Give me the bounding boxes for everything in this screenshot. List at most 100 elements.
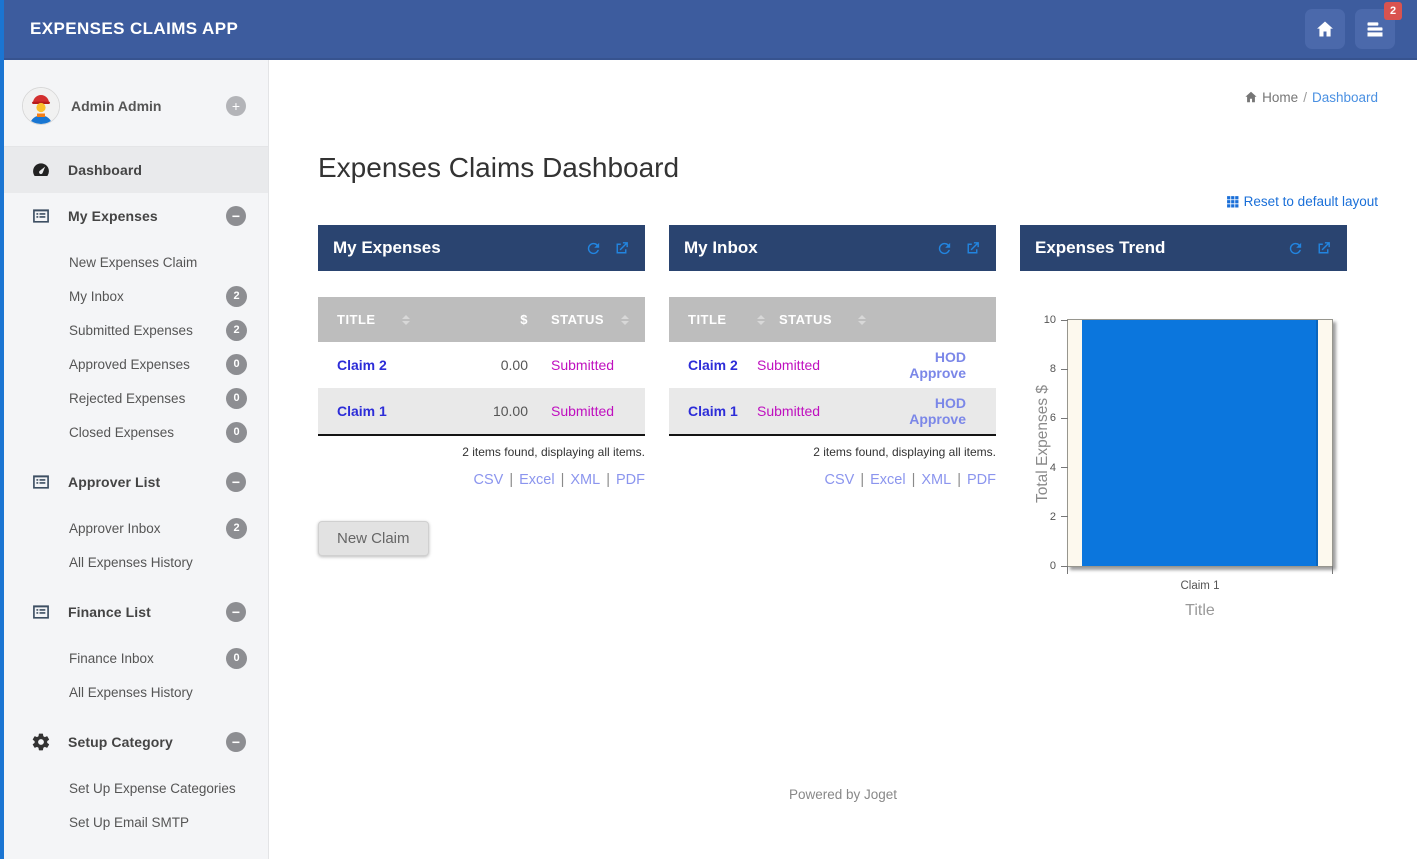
claim-action-link[interactable]: HOD Approve (909, 349, 966, 381)
claim-status: Submitted (551, 357, 615, 373)
home-button[interactable] (1305, 9, 1345, 49)
claim-title-link[interactable]: Claim 1 (337, 403, 387, 419)
sidebar-item-label: Closed Expenses (69, 424, 175, 440)
top-navbar: EXPENSES CLAIMS APP 2 (4, 0, 1417, 60)
table-row: Claim 2 Submitted HOD Approve (669, 342, 996, 388)
sidebar-item-approved-expenses[interactable]: Approved Expenses 0 (4, 347, 268, 381)
open-in-new-icon[interactable] (613, 240, 630, 257)
sidebar-item-closed-expenses[interactable]: Closed Expenses 0 (4, 415, 268, 449)
expenses-trend-chart: Total Expenses $ 0 2 4 6 8 10 Claim 1 Title (1020, 314, 1347, 629)
minus-icon: − (231, 604, 241, 620)
refresh-icon[interactable] (585, 240, 602, 257)
count-badge: 2 (226, 285, 247, 307)
open-in-new-icon[interactable] (964, 240, 981, 257)
refresh-icon[interactable] (1287, 240, 1304, 257)
column-header-title[interactable]: TITLE (318, 312, 470, 327)
breadcrumb-current[interactable]: Dashboard (1311, 90, 1378, 105)
count-badge: 0 (226, 387, 247, 409)
export-csv-link[interactable]: CSV (824, 472, 855, 488)
export-xml-link[interactable]: XML (921, 472, 952, 488)
panel-expenses-trend: Expenses Trend Total Expenses $ 0 2 4 6 8 10 … (1020, 225, 1347, 629)
sidebar-item-label: Dashboard (68, 162, 143, 178)
panel-header: My Expenses (318, 225, 645, 271)
export-pdf-link[interactable]: PDF (967, 472, 996, 488)
powered-by-footer: Powered by Joget (788, 787, 898, 802)
column-header-status[interactable]: STATUS (757, 312, 875, 327)
sidebar-group-finance-list[interactable]: Finance List − (4, 589, 268, 635)
table-header-row: TITLE STATUS (669, 297, 996, 342)
sidebar-item-all-expenses-history-finance[interactable]: All Expenses History (4, 675, 268, 709)
sidebar-item-set-up-email-smtp[interactable]: Set Up Email SMTP (4, 805, 268, 839)
breadcrumb: Home / Dashboard (318, 90, 1378, 105)
claim-title-link[interactable]: Claim 1 (688, 403, 738, 419)
collapse-toggle[interactable]: − (226, 732, 246, 752)
panel-my-expenses: My Expenses TITLE $ STATUS (318, 225, 645, 556)
collapse-toggle[interactable]: − (226, 602, 246, 622)
export-links: CSV | Excel | XML | PDF (669, 472, 996, 488)
user-name: Admin Admin (71, 98, 162, 114)
sidebar-group-setup-category[interactable]: Setup Category − (4, 719, 268, 765)
new-claim-button[interactable]: New Claim (318, 521, 429, 556)
claim-amount: 10.00 (492, 403, 528, 419)
plot-area: 0 2 4 6 8 10 (1044, 314, 1333, 574)
sidebar-item-label: Approved Expenses (69, 356, 190, 372)
collapse-toggle[interactable]: − (226, 206, 246, 226)
sidebar-group-approver-list[interactable]: Approver List − (4, 459, 268, 505)
x-axis-label: Title (1185, 602, 1215, 619)
sidebar-item-new-expenses-claim[interactable]: New Expenses Claim (4, 245, 268, 279)
plus-icon: + (231, 98, 241, 114)
column-header-amount[interactable]: $ (520, 312, 528, 327)
export-links: CSV | Excel | XML | PDF (318, 472, 645, 488)
sidebar-item-label: My Inbox (69, 288, 124, 304)
list-alt-icon (31, 602, 51, 622)
profile-expand-toggle[interactable]: + (226, 96, 246, 116)
user-profile: Admin Admin + (4, 60, 268, 147)
collapse-toggle[interactable]: − (226, 472, 246, 492)
column-header-title[interactable]: TITLE (688, 312, 727, 327)
navbar-actions: 2 (1305, 2, 1402, 49)
claim-title-link[interactable]: Claim 2 (688, 357, 738, 373)
submenu-setup-category: Set Up Expense Categories Set Up Email S… (4, 765, 268, 849)
sidebar-item-all-expenses-history[interactable]: All Expenses History (4, 545, 268, 579)
sidebar-item-label: Approver Inbox (69, 520, 161, 536)
main-content: Home / Dashboard Expenses Claims Dashboard… (269, 60, 1417, 859)
refresh-icon[interactable] (936, 240, 953, 257)
open-in-new-icon[interactable] (1315, 240, 1332, 257)
sidebar-item-set-up-expense-categories[interactable]: Set Up Expense Categories (4, 771, 268, 805)
export-excel-link[interactable]: Excel (519, 472, 555, 488)
sidebar-item-approver-inbox[interactable]: Approver Inbox 2 (4, 511, 268, 545)
count-badge: 0 (226, 421, 247, 443)
sidebar-item-my-inbox[interactable]: My Inbox 2 (4, 279, 268, 313)
reset-layout-link[interactable]: Reset to default layout (1226, 194, 1378, 209)
sidebar-item-submitted-expenses[interactable]: Submitted Expenses 2 (4, 313, 268, 347)
sidebar-item-rejected-expenses[interactable]: Rejected Expenses 0 (4, 381, 268, 415)
panel-header: Expenses Trend (1020, 225, 1347, 271)
my-expenses-table: TITLE $ STATUS Claim 2 0.00 Submitted Cl… (318, 297, 645, 436)
claim-status: Submitted (757, 403, 821, 419)
export-separator: | (509, 472, 514, 488)
claim-title-link[interactable]: Claim 2 (337, 357, 387, 373)
sidebar-group-info[interactable]: Info + (4, 849, 268, 859)
inbox-button[interactable]: 2 (1355, 2, 1402, 49)
export-excel-link[interactable]: Excel (870, 472, 906, 488)
sort-icon (401, 314, 410, 325)
export-separator: | (860, 472, 865, 488)
breadcrumb-home-link[interactable]: Home (1244, 90, 1298, 105)
sidebar-item-finance-inbox[interactable]: Finance Inbox 0 (4, 641, 268, 675)
grid-icon (1226, 194, 1244, 209)
sidebar-item-dashboard[interactable]: Dashboard (4, 147, 268, 193)
avatar (22, 87, 60, 125)
minus-icon: − (231, 208, 241, 224)
sidebar-group-my-expenses[interactable]: My Expenses − (4, 193, 268, 239)
claim-amount: 0.00 (500, 357, 528, 373)
export-xml-link[interactable]: XML (570, 472, 601, 488)
count-badge: 0 (226, 353, 247, 375)
dashboard-gauge-icon (31, 160, 51, 180)
claim-action-link[interactable]: HOD Approve (909, 395, 966, 427)
export-separator: | (957, 472, 961, 488)
export-pdf-link[interactable]: PDF (616, 472, 645, 488)
claim-status: Submitted (757, 357, 821, 373)
column-header-status[interactable]: STATUS (532, 312, 645, 327)
export-csv-link[interactable]: CSV (473, 472, 504, 488)
y-tick: 10 (1044, 314, 1068, 326)
